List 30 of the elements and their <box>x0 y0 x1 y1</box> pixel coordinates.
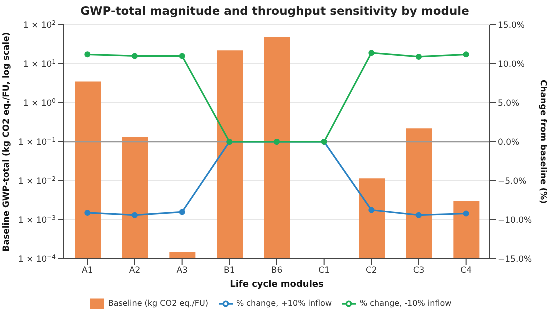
legend-label: Baseline (kg CO2 eq./FU) <box>108 299 209 308</box>
y2-tick-label: −10.0% <box>498 216 532 226</box>
y-tick-label: 1 × 10$^{−4}$ <box>18 254 56 265</box>
y2-tick-label: −5.0% <box>498 177 527 187</box>
y2-axis-title: Change from baseline (%) <box>538 80 548 204</box>
chart-title: GWP-total magnitude and throughput sensitivity by module <box>80 4 470 18</box>
x-tick-label: C3 <box>413 266 425 276</box>
legend-label: % change, +10% inflow <box>236 299 332 308</box>
y-axis-title: Baseline GWP-total (kg CO2 eq./FU, log scale) <box>2 32 12 252</box>
y-tick-label: 1 × 10$^{1}$ <box>23 58 56 70</box>
x-tick-label: B1 <box>224 266 236 276</box>
x-tick-label: C4 <box>460 266 472 276</box>
legend-label: % change, -10% inflow <box>360 299 452 308</box>
y-tick-label: 1 × 10$^{−2}$ <box>18 176 56 187</box>
x-tick-label: B6 <box>271 266 283 276</box>
y2-tick-label: 10.0% <box>498 60 526 70</box>
y2-tick-label: −15.0% <box>498 255 532 265</box>
y2-tick-label: 0.0% <box>498 138 520 148</box>
y-tick-label: 1 × 10$^{−3}$ <box>18 214 56 226</box>
x-tick-label: A2 <box>129 266 141 276</box>
x-axis-title: Life cycle modules <box>230 280 324 290</box>
y2-tick-label: 15.0% <box>498 21 526 31</box>
x-tick-label: A1 <box>82 266 94 276</box>
y-tick-label: 1 × 10$^{−1}$ <box>18 136 56 148</box>
y2-tick-label: 5.0% <box>498 99 520 109</box>
y-tick-label: 1 × 10$^{0}$ <box>23 98 56 109</box>
x-tick-label: C2 <box>366 266 378 276</box>
x-tick-label: A3 <box>176 266 188 276</box>
x-tick-label: C1 <box>318 266 330 276</box>
y-tick-label: 1 × 10$^{2}$ <box>23 20 56 31</box>
